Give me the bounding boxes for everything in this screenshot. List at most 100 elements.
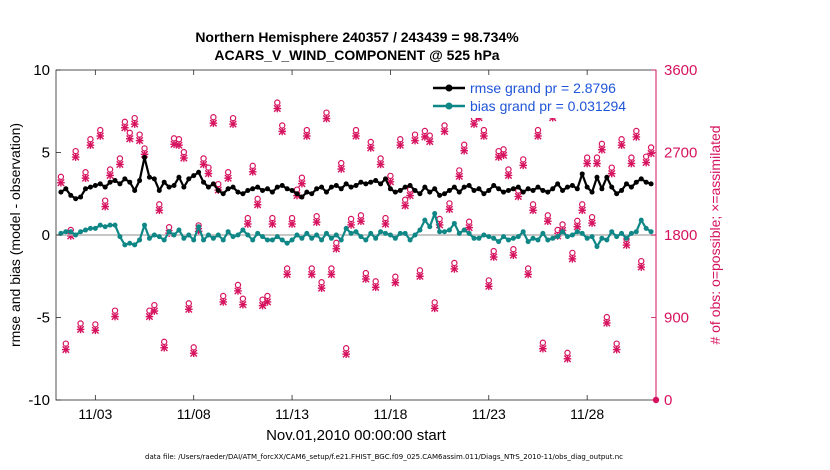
legend-box: [430, 76, 650, 118]
obs-assimilated-marker: [244, 220, 252, 228]
bias-point: [432, 211, 438, 217]
bias-point: [564, 234, 570, 240]
rmse-point: [333, 183, 339, 188]
rmse-point: [481, 191, 487, 197]
bias-series: [58, 211, 654, 250]
rmse-point: [476, 186, 482, 192]
bias-point: [299, 235, 305, 241]
bias-point: [471, 235, 477, 241]
obs-assimilated-marker: [332, 244, 341, 253]
rmse-point: [550, 186, 556, 192]
y-tick-label-left: -10: [28, 392, 50, 409]
obs-assimilated-marker: [406, 191, 414, 200]
obs-assimilated-marker: [598, 145, 606, 154]
rmse-point: [102, 184, 108, 190]
bias-point: [417, 227, 423, 233]
obs-assimilated-marker: [539, 344, 547, 353]
bias-point: [225, 229, 231, 235]
y-tick-label-left: 0: [42, 227, 50, 244]
obs-assimilated-marker: [371, 283, 380, 292]
rmse-point: [387, 186, 393, 192]
rmse-point: [151, 176, 157, 182]
bias-point: [186, 232, 192, 238]
obs-assimilated-marker: [135, 136, 144, 145]
obs-assimilated-marker: [622, 241, 631, 249]
bias-point: [215, 232, 221, 238]
obs-assimilated-marker: [366, 144, 375, 152]
rmse-point: [132, 187, 138, 193]
rmse-point: [540, 187, 546, 193]
rmse-point: [619, 187, 625, 193]
obs-assimilated-marker: [303, 132, 311, 140]
rmse-point: [191, 173, 197, 179]
bias-point: [368, 230, 374, 236]
bias-point: [166, 229, 172, 235]
obs-assimilated-marker: [209, 119, 218, 127]
rmse-point: [78, 194, 84, 200]
bias-point: [196, 224, 202, 230]
bias-point: [230, 234, 236, 240]
bias-point: [205, 232, 211, 238]
obs-assimilated-marker: [273, 104, 282, 113]
x-tick-label: 11/13: [275, 406, 309, 422]
bias-point: [412, 232, 418, 238]
rmse-point: [68, 192, 74, 198]
rmse-point: [156, 187, 162, 193]
rmse-point: [289, 187, 295, 193]
bias-point: [201, 237, 207, 243]
rmse-point: [501, 189, 507, 195]
x-tick-label: 11/03: [78, 406, 112, 422]
rmse-point: [274, 184, 280, 190]
rmse-point: [648, 181, 654, 187]
rmse-point: [205, 184, 211, 190]
rmse-point: [599, 186, 605, 192]
rmse-point: [299, 194, 305, 200]
obs-assimilated-marker: [248, 167, 257, 176]
obs-assimilated-marker: [381, 220, 390, 228]
obs-assimilated-marker: [519, 161, 528, 170]
rmse-point: [535, 184, 541, 190]
rmse-point: [146, 174, 152, 180]
bias-point: [407, 237, 413, 243]
obs-assimilated-marker: [583, 159, 591, 168]
obs-assimilated-marker: [57, 178, 65, 187]
rmse-point: [107, 179, 113, 185]
rmse-point: [643, 179, 649, 185]
rmse-point: [520, 189, 526, 195]
x-axis-label: Nov.01,2010 00:00:00 start: [266, 427, 447, 444]
bias-point: [555, 234, 561, 240]
obs-assimilated-marker: [632, 133, 641, 141]
bias-point: [117, 234, 123, 240]
rmse-point: [614, 191, 620, 197]
bias-point: [210, 235, 216, 241]
rmse-point: [294, 191, 300, 197]
bias-point: [510, 235, 516, 241]
bias-point: [515, 234, 521, 240]
obs-assimilated-marker: [637, 263, 646, 271]
bias-point: [161, 237, 167, 243]
obs-assimilated-marker: [283, 270, 291, 279]
obs-assimilated-marker: [253, 200, 262, 209]
rmse-point: [58, 189, 64, 195]
bias-point: [83, 227, 89, 233]
rmse-point: [92, 183, 98, 188]
rmse-point: [201, 179, 207, 185]
rmse-point: [235, 189, 241, 195]
bias-point: [540, 230, 546, 236]
rmse-point: [83, 186, 89, 192]
bias-point: [545, 237, 551, 243]
rmse-point: [328, 184, 334, 190]
bias-point: [461, 227, 467, 233]
bias-point: [112, 222, 118, 228]
bias-point: [235, 232, 241, 238]
legend-rmse-label: rmse grand pr = 2.8796: [470, 80, 616, 96]
axes: -10 -5 0 5 10 0 900 1800 2700 3600 11/03 11/08 11/13…: [28, 62, 697, 422]
rmse-point: [402, 184, 408, 190]
rmse-point: [510, 186, 516, 192]
x-tick-label: 11/08: [177, 406, 211, 422]
rmse-point: [353, 183, 359, 188]
obs-assimilated-marker: [101, 202, 109, 211]
obs-assimilated-marker: [116, 160, 124, 169]
bias-point: [383, 230, 389, 236]
bias-point: [323, 230, 329, 236]
